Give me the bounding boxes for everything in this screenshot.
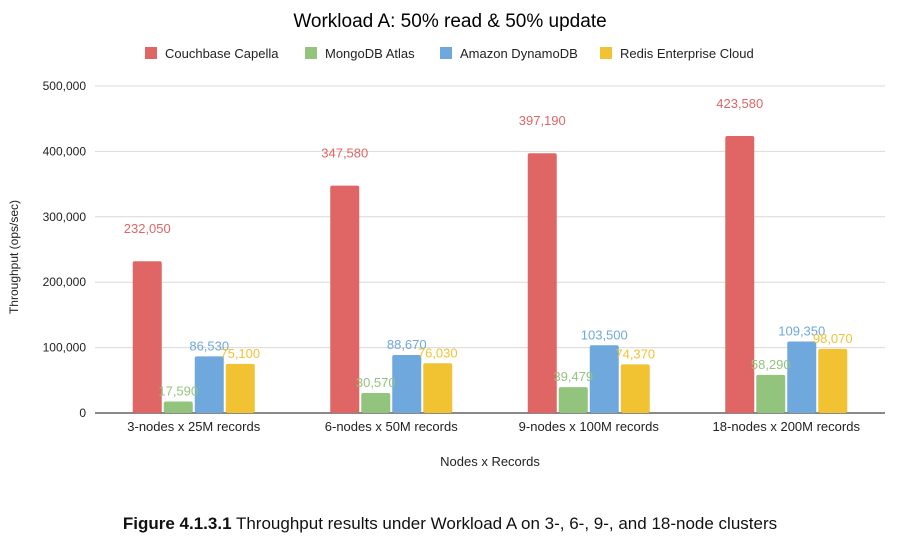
legend-swatch <box>305 47 317 59</box>
bar <box>725 135 755 413</box>
legend-label: Amazon DynamoDB <box>460 46 578 61</box>
legend-swatch <box>600 47 612 59</box>
data-label: 103,500 <box>581 327 628 342</box>
bar <box>361 393 391 413</box>
data-label: 58,290 <box>751 357 791 372</box>
y-axis-label: Throughput (ops/sec) <box>7 200 21 314</box>
data-label: 397,190 <box>519 113 566 128</box>
bar <box>163 401 193 413</box>
bar <box>225 363 255 413</box>
chart-gridlines <box>95 85 885 414</box>
data-label: 98,070 <box>813 331 853 346</box>
x-axis-tick-labels: 3-nodes x 25M records 6-nodes x 50M recor… <box>127 419 860 434</box>
data-label: 109,350 <box>778 323 825 338</box>
x-tick-label: 18-nodes x 200M records <box>713 419 861 434</box>
x-tick-label: 6-nodes x 50M records <box>325 419 458 434</box>
y-tick-label: 100,000 <box>43 341 87 355</box>
bar <box>818 348 848 413</box>
throughput-chart: Workload A: 50% read & 50% update Couchb… <box>7 11 885 469</box>
bar <box>423 363 453 413</box>
data-label: 423,580 <box>716 96 763 111</box>
bar <box>756 374 786 413</box>
legend-label: MongoDB Atlas <box>325 46 415 61</box>
figure-caption-label: Figure 4.1.3.1 <box>122 514 232 533</box>
chart-bars <box>132 135 848 414</box>
data-label: 76,030 <box>418 345 458 360</box>
y-tick-label: 0 <box>79 406 86 420</box>
chart-legend: Couchbase Capella MongoDB Atlas Amazon Dyn… <box>145 46 754 61</box>
data-label: 347,580 <box>321 146 368 161</box>
x-axis-label: Nodes x Records <box>440 454 540 469</box>
bar <box>330 185 360 413</box>
bar <box>194 356 224 413</box>
bar <box>527 153 557 414</box>
legend-swatch <box>145 47 157 59</box>
x-tick-label: 9-nodes x 100M records <box>519 419 660 434</box>
y-tick-label: 500,000 <box>43 79 87 93</box>
bar <box>558 387 588 413</box>
bar <box>392 355 422 413</box>
bar <box>620 364 650 413</box>
bar <box>787 341 817 413</box>
bar <box>589 345 619 413</box>
legend-swatch <box>440 47 452 59</box>
data-label: 86,530 <box>189 338 229 353</box>
data-label: 17,590 <box>158 383 198 398</box>
legend-label: Redis Enterprise Cloud <box>620 46 754 61</box>
chart-title: Workload A: 50% read & 50% update <box>293 11 606 32</box>
y-tick-label: 200,000 <box>43 275 87 289</box>
data-label: 88,670 <box>387 337 427 352</box>
data-label: 75,100 <box>220 346 260 361</box>
bar <box>132 261 162 413</box>
data-label: 39,479 <box>553 369 593 384</box>
figure-caption: Figure 4.1.3.1 Throughput results under … <box>0 514 900 534</box>
data-label: 74,370 <box>615 346 655 361</box>
legend-label: Couchbase Capella <box>165 46 279 61</box>
data-label: 30,570 <box>356 375 396 390</box>
x-tick-label: 3-nodes x 25M records <box>127 419 260 434</box>
y-tick-label: 400,000 <box>43 144 87 158</box>
figure-caption-text: Throughput results under Workload A on 3… <box>231 514 778 533</box>
data-label: 232,050 <box>124 221 171 236</box>
y-tick-label: 300,000 <box>43 210 87 224</box>
y-axis-tick-labels: 0 100,000 200,000 300,000 400,000 500,000 <box>43 79 87 420</box>
